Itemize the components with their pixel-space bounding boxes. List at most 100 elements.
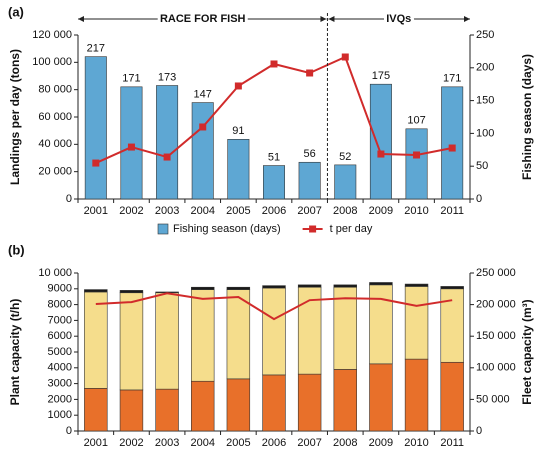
y2-tick-label: 0 (476, 425, 482, 437)
y-tick-label: 0 (66, 193, 72, 205)
y-tick-label: 5000 (48, 346, 72, 358)
y2-tick-label: 200 (476, 62, 494, 74)
x-tick-label: 2011 (440, 205, 464, 217)
bar (297, 284, 322, 288)
y-tick-label: 80 000 (38, 84, 72, 96)
marker (413, 151, 421, 159)
x-tick-label: 2006 (262, 205, 286, 217)
x-tick-label: 2011 (440, 437, 464, 449)
bar (262, 287, 286, 376)
bar (84, 56, 107, 200)
x-tick-label: 2001 (84, 437, 108, 449)
y-tick-label: 60 000 (38, 111, 72, 123)
panel-label: (b) (8, 242, 25, 257)
bar (297, 373, 322, 432)
marker (341, 53, 349, 61)
y2-tick-label: 150 000 (476, 330, 516, 342)
data-label: 107 (407, 115, 425, 127)
x-tick-label: 2002 (119, 437, 143, 449)
bar (333, 284, 357, 288)
data-label: 91 (232, 125, 244, 137)
data-label: 171 (122, 73, 140, 85)
x-tick-label: 2009 (369, 205, 393, 217)
bar (440, 286, 464, 290)
data-label: 175 (372, 70, 390, 82)
y-tick-label: 100 000 (32, 56, 72, 68)
bar (84, 291, 108, 389)
y2-tick-label: 50 000 (476, 393, 510, 405)
bar (191, 102, 214, 200)
bar (119, 389, 144, 432)
marker (163, 153, 171, 161)
y-tick-label: 7000 (48, 314, 72, 326)
x-tick-label: 2002 (119, 205, 143, 217)
bar (262, 374, 286, 432)
bar (404, 358, 429, 432)
bar (298, 161, 321, 200)
x-tick-label: 2007 (297, 437, 321, 449)
y2-tick-label: 0 (476, 193, 482, 205)
marker (306, 69, 314, 77)
y-tick-label: 4000 (48, 362, 72, 374)
y2-tick-label: 100 (476, 127, 494, 139)
bar (262, 285, 286, 289)
bar (263, 165, 285, 200)
y-tick-label: 120 000 (32, 29, 72, 41)
bar (84, 388, 108, 432)
y-tick-label: 8000 (48, 299, 72, 311)
x-tick-label: 2010 (404, 205, 428, 217)
bar (334, 164, 357, 200)
y-axis-title: Landings per day (tons) (8, 49, 22, 185)
legend-swatch (309, 225, 317, 233)
bar (191, 286, 215, 290)
y2-axis-title: Fishing season (days) (520, 54, 534, 180)
x-tick-label: 2008 (333, 437, 357, 449)
data-label: 56 (304, 148, 316, 160)
data-label: 147 (194, 88, 212, 100)
legend-swatch (157, 223, 169, 235)
x-tick-label: 2009 (369, 437, 393, 449)
x-tick-label: 2005 (226, 205, 250, 217)
marker (377, 150, 385, 158)
bar (156, 85, 179, 200)
x-tick-label: 2004 (190, 205, 214, 217)
x-tick-label: 2003 (155, 205, 179, 217)
bar (369, 363, 393, 432)
legend-label: t per day (330, 223, 373, 235)
bar (333, 369, 357, 432)
y-tick-label: 9000 (48, 283, 72, 295)
x-tick-label: 2003 (155, 437, 179, 449)
y-tick-label: 20 000 (38, 166, 72, 178)
bar (440, 361, 464, 432)
y-tick-label: 10 000 (38, 267, 72, 279)
bar (155, 388, 179, 432)
x-tick-label: 2008 (333, 205, 357, 217)
x-tick-label: 2005 (226, 437, 250, 449)
y2-tick-label: 100 000 (476, 362, 516, 374)
bar (120, 86, 143, 200)
marker (127, 143, 135, 151)
y-tick-label: 6000 (48, 330, 72, 342)
data-label: 217 (87, 43, 105, 55)
y2-tick-label: 250 000 (476, 267, 516, 279)
x-tick-label: 2004 (190, 437, 214, 449)
y-tick-label: 2000 (48, 393, 72, 405)
bar (441, 86, 464, 200)
bar (155, 292, 179, 390)
x-tick-label: 2001 (84, 205, 108, 217)
y2-tick-label: 50 (476, 160, 488, 172)
bar (369, 83, 392, 200)
y2-tick-label: 200 000 (476, 299, 516, 311)
annotation: RACE FOR FISH (160, 13, 246, 25)
y2-tick-label: 250 (476, 29, 494, 41)
bar (404, 283, 429, 287)
bar (405, 128, 428, 200)
bar (84, 289, 108, 293)
bar (227, 139, 250, 200)
bar (226, 378, 251, 432)
y2-axis-title: Fleet capacity (m³) (520, 299, 534, 404)
line (95, 292, 453, 321)
bar (226, 286, 251, 290)
bar (191, 380, 215, 432)
bar (369, 282, 393, 286)
